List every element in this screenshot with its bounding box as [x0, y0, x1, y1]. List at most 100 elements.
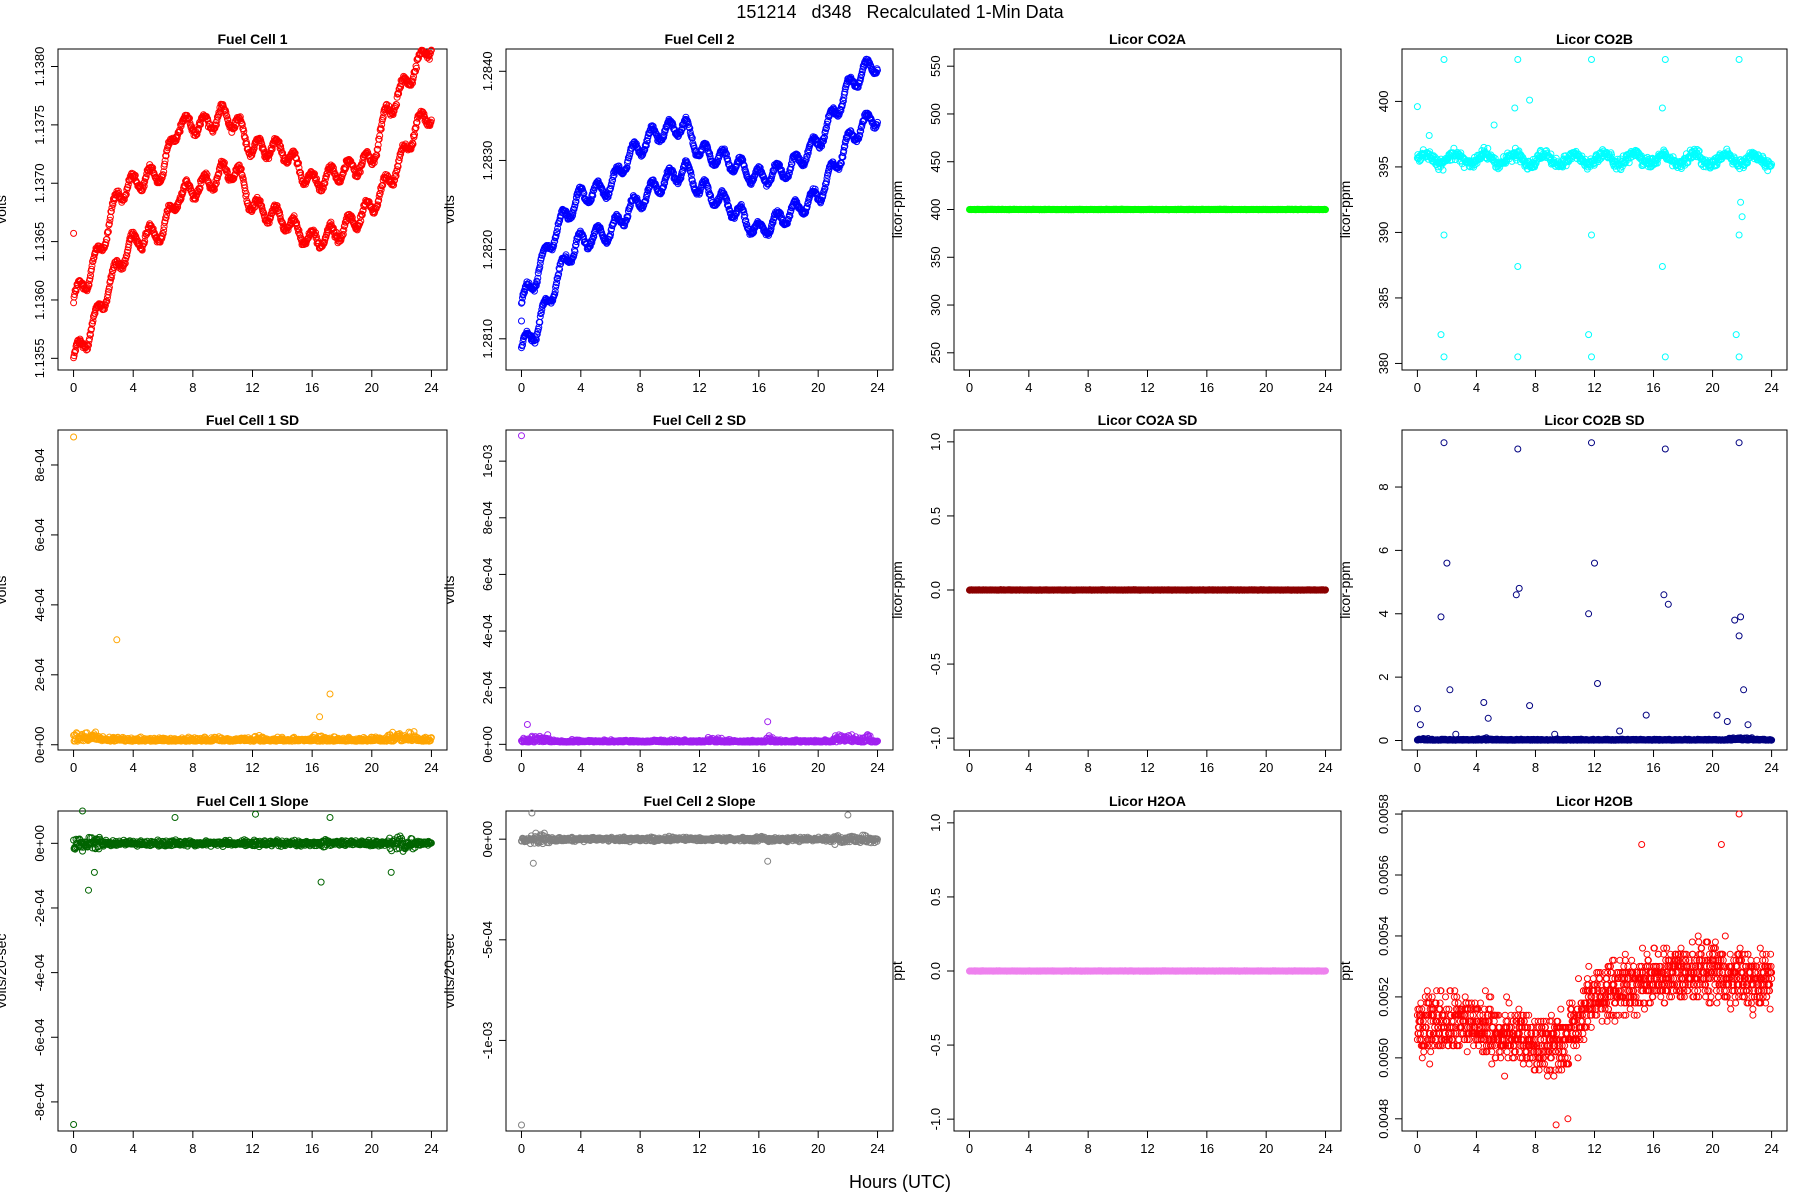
data-point: [196, 184, 204, 192]
data-point: [374, 201, 382, 209]
data-point: [295, 159, 302, 167]
x-tick-label: 20: [811, 380, 825, 395]
data-point: [1437, 331, 1445, 339]
x-tick-label: 24: [1318, 380, 1332, 395]
panel-title: Licor CO2B: [1556, 31, 1633, 47]
data-point: [390, 181, 398, 189]
data-point: [707, 192, 715, 199]
data-point: [409, 140, 417, 148]
y-tick-label: 1.1365: [32, 222, 47, 262]
x-tick-label: 4: [1473, 380, 1480, 395]
x-tick-label: 16: [1646, 380, 1660, 395]
data-point: [277, 145, 285, 153]
data-point: [377, 125, 385, 133]
data-point: [409, 79, 416, 87]
x-tick-label: 0: [70, 380, 77, 395]
data-point: [572, 238, 580, 246]
data-point: [161, 157, 169, 165]
data-point: [321, 179, 329, 187]
y-axis-label: licor-ppm: [1337, 181, 1353, 239]
data-point: [687, 171, 695, 179]
data-point: [159, 171, 167, 179]
y-tick-label: 1.2810: [480, 319, 495, 359]
data-point: [235, 161, 243, 169]
data-point: [231, 170, 239, 178]
data-point: [230, 175, 238, 183]
data-point: [723, 197, 731, 205]
x-tick-label: 0: [966, 380, 973, 395]
data-point: [108, 204, 116, 212]
data-point: [1588, 56, 1595, 63]
data-point: [1514, 263, 1522, 270]
data-point: [70, 229, 78, 237]
data-point: [268, 145, 276, 153]
data-point: [162, 214, 170, 222]
data-point: [659, 134, 667, 142]
data-point: [195, 125, 202, 133]
y-tick-label: 450: [928, 151, 943, 173]
data-point: [552, 232, 560, 239]
data-point: [532, 282, 540, 290]
data-point: [1735, 353, 1743, 361]
data-point: [409, 75, 417, 83]
data-point: [212, 121, 220, 129]
data-point: [1514, 353, 1522, 361]
data-point: [1658, 263, 1666, 270]
data-point: [240, 127, 248, 135]
data-point: [395, 157, 403, 165]
data-point: [353, 226, 361, 234]
data-point: [687, 168, 695, 176]
data-point: [724, 157, 732, 165]
data-point: [427, 116, 435, 124]
data-point: [107, 207, 115, 215]
data-point: [379, 181, 387, 189]
data-point: [248, 151, 256, 159]
data-point: [1440, 231, 1448, 239]
data-point: [1440, 56, 1448, 63]
data-point: [572, 198, 580, 206]
page-title: 151214 d348 Recalculated 1-Min Data: [736, 2, 1064, 22]
x-tick-label: 8: [637, 380, 644, 395]
data-point: [88, 262, 96, 270]
data-point: [551, 290, 559, 298]
data-point: [551, 288, 559, 295]
data-point: [537, 309, 545, 317]
data-point: [295, 164, 303, 172]
data-point: [722, 148, 729, 156]
x-tick-label: 0: [1414, 380, 1421, 395]
data-point: [160, 168, 168, 176]
data-point: [209, 128, 217, 136]
data-point: [86, 275, 94, 282]
x-tick-label: 0: [518, 380, 525, 395]
data-point: [385, 102, 393, 110]
data-point: [86, 335, 93, 343]
data-point: [122, 255, 130, 263]
data-point: [222, 108, 230, 116]
panel-title: Fuel Cell 1 SD: [206, 412, 299, 428]
data-point: [604, 193, 612, 201]
data-point: [572, 241, 580, 249]
data-point: [690, 144, 698, 152]
y-tick-label: 1.1370: [32, 163, 47, 203]
data-point: [393, 166, 401, 174]
data-point: [554, 274, 562, 282]
data-point: [688, 134, 696, 142]
data-point: [644, 187, 652, 195]
y-tick-label: 500: [928, 103, 943, 125]
data-point: [342, 164, 350, 172]
x-tick-label: 8: [189, 760, 196, 775]
data-point: [121, 259, 129, 267]
x-tick-label: 24: [870, 380, 884, 395]
data-point: [358, 211, 366, 219]
data-point: [197, 179, 205, 187]
data-point: [319, 184, 327, 192]
x-tick-label: 12: [1140, 380, 1154, 395]
panel-title: Licor CO2A: [1109, 31, 1186, 47]
data-point: [571, 201, 579, 209]
data-point: [158, 233, 166, 241]
data-point: [339, 230, 347, 238]
x-tick-label: 12: [1587, 380, 1601, 395]
y-tick-label: 400: [928, 199, 943, 221]
